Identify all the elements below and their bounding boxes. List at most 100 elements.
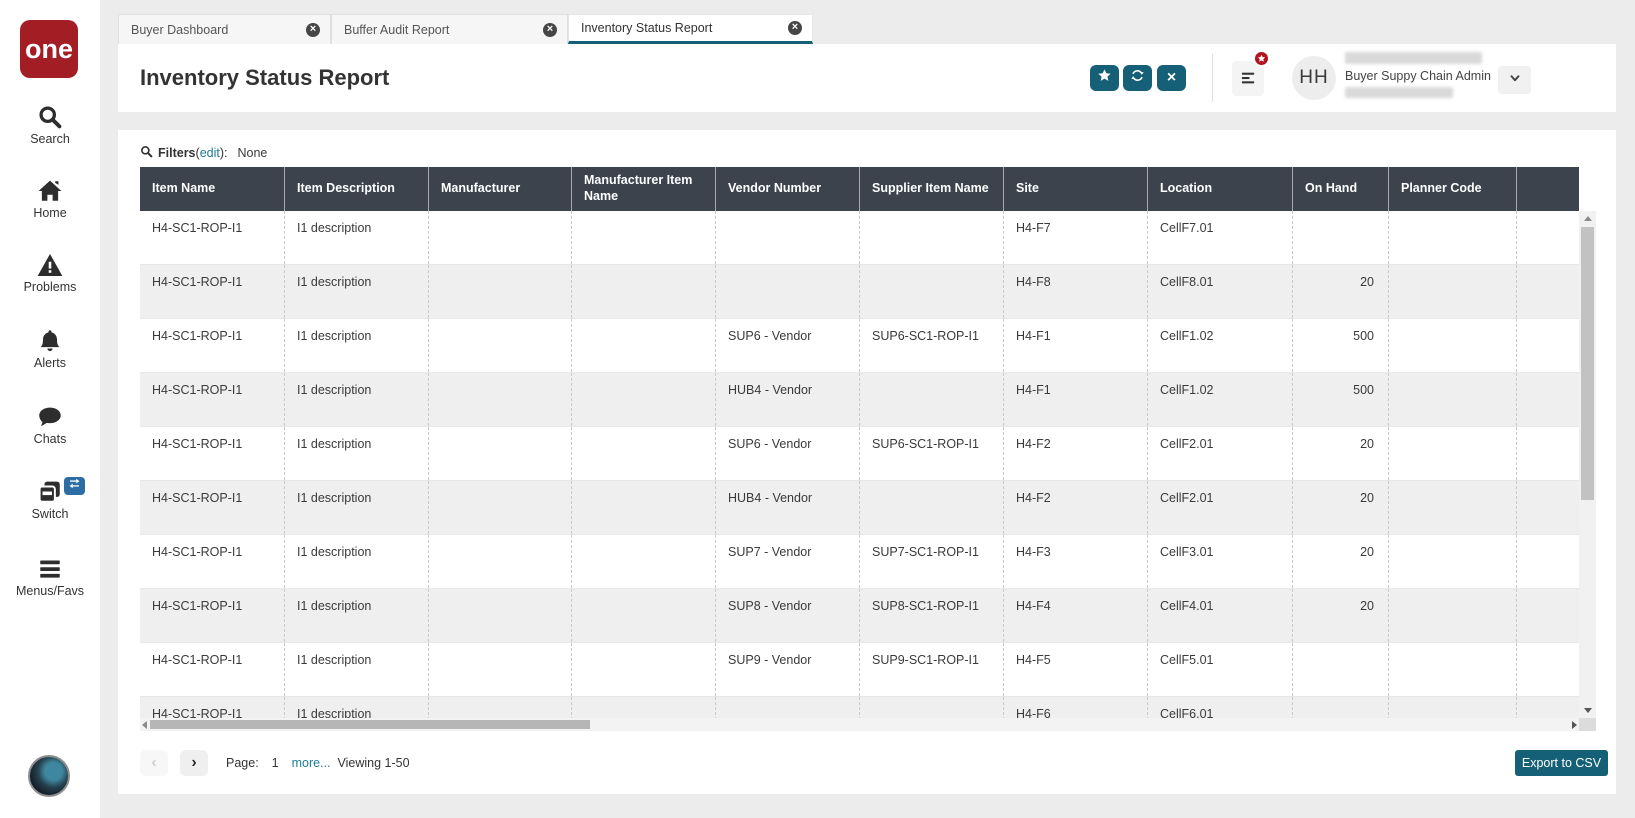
- hamburger-menu-icon: [0, 556, 100, 582]
- close-report-button[interactable]: ×: [1157, 65, 1186, 91]
- export-to-csv-button[interactable]: Export to CSV: [1515, 750, 1608, 776]
- sidebar-item-menus-favs[interactable]: Menus/Favs: [0, 556, 100, 598]
- table-cell: [1388, 643, 1516, 696]
- table-row[interactable]: H4-SC1-ROP-I1 I1 description H4-F6 CellF6.0…: [140, 697, 1579, 718]
- sidebar-item-label: Home: [33, 206, 67, 220]
- table-row[interactable]: H4-SC1-ROP-I1 I1 description SUP8 - Vendor…: [140, 589, 1579, 643]
- table-cell: [428, 265, 571, 318]
- notifications-menu-button[interactable]: [1232, 61, 1264, 96]
- table-cell: [571, 373, 715, 426]
- export-label: Export to CSV: [1521, 756, 1602, 770]
- tab-buffer-audit-report[interactable]: Buffer Audit Report ×: [331, 14, 568, 44]
- table-cell: CellF1.02: [1147, 319, 1292, 372]
- sidebar-item-home[interactable]: Home: [0, 178, 100, 220]
- table-cell: SUP6 - Vendor: [715, 427, 859, 480]
- table-row[interactable]: H4-SC1-ROP-I1 I1 description SUP6 - Vendor…: [140, 427, 1579, 481]
- table-cell: H4-SC1-ROP-I1: [152, 545, 243, 559]
- table-cell: [428, 643, 571, 696]
- table-row[interactable]: H4-SC1-ROP-I1 I1 description SUP9 - Vendor…: [140, 643, 1579, 697]
- page-label: Page:: [226, 756, 259, 770]
- tab-inventory-status-report[interactable]: Inventory Status Report ×: [568, 14, 813, 44]
- tab-label: Inventory Status Report: [581, 21, 713, 35]
- user-initials-avatar[interactable]: HH: [1292, 56, 1336, 100]
- table-cell: CellF1.02: [1147, 373, 1292, 426]
- table-cell: CellF3.01: [1147, 535, 1292, 588]
- table-row[interactable]: H4-SC1-ROP-I1 I1 description HUB4 - Vendor…: [140, 373, 1579, 427]
- column-header[interactable]: Location: [1147, 167, 1292, 211]
- tab-close-icon[interactable]: ×: [306, 22, 320, 37]
- sidebar-item-label: Problems: [23, 280, 77, 294]
- table-cell: [1388, 589, 1516, 642]
- table-row[interactable]: H4-SC1-ROP-I1 I1 description H4-F8 CellF8.0…: [140, 265, 1579, 319]
- vertical-scrollbar[interactable]: [1579, 211, 1596, 718]
- filters-edit-link[interactable]: edit: [199, 146, 220, 160]
- sidebar-item-alerts[interactable]: Alerts: [0, 328, 100, 370]
- scroll-down-arrow-icon[interactable]: [1584, 708, 1592, 713]
- table-cell: [715, 697, 859, 718]
- table-cell: 500: [1292, 373, 1388, 426]
- table-cell: H4-F1: [1003, 319, 1147, 372]
- scroll-left-arrow-icon[interactable]: [142, 721, 147, 729]
- table-cell: [1516, 535, 1579, 588]
- column-header[interactable]: [1516, 167, 1579, 211]
- column-header[interactable]: Vendor Number: [715, 167, 859, 211]
- column-header[interactable]: Supplier Item Name: [859, 167, 1003, 211]
- user-menu-dropdown[interactable]: [1498, 66, 1531, 94]
- report-panel: Filters (edit): None Item Name Item Descr…: [118, 130, 1616, 794]
- sidebar-item-label: Switch: [31, 507, 69, 521]
- column-header[interactable]: Item Description: [284, 167, 428, 211]
- table-cell: [571, 643, 715, 696]
- column-header[interactable]: On Hand: [1292, 167, 1388, 211]
- column-header[interactable]: Site: [1003, 167, 1147, 211]
- table-cell: [1292, 643, 1388, 696]
- notification-star-badge: [1253, 50, 1270, 67]
- table-cell: I1 description: [284, 481, 428, 534]
- tab-close-icon[interactable]: ×: [543, 22, 557, 37]
- table-cell: [1388, 373, 1516, 426]
- column-header[interactable]: Item Name: [152, 181, 216, 196]
- switch-transfer-badge[interactable]: [64, 477, 85, 495]
- sidebar-item-chats[interactable]: Chats: [0, 404, 100, 446]
- tab-close-icon[interactable]: ×: [788, 21, 802, 35]
- filters-label: Filters: [158, 146, 196, 160]
- table-cell: H4-F2: [1003, 481, 1147, 534]
- pagination-info: Page: 1 more... Viewing 1-50: [226, 750, 410, 776]
- column-header[interactable]: Planner Code: [1388, 167, 1516, 211]
- table-cell: [1388, 211, 1516, 264]
- one-network-logo[interactable]: one: [20, 20, 78, 78]
- scroll-right-arrow-icon[interactable]: [1572, 721, 1577, 729]
- previous-page-button[interactable]: ‹: [140, 750, 168, 776]
- table-row[interactable]: H4-SC1-ROP-I1 I1 description SUP7 - Vendor…: [140, 535, 1579, 589]
- table-row[interactable]: H4-SC1-ROP-I1 I1 description SUP6 - Vendor…: [140, 319, 1579, 373]
- next-page-button[interactable]: ›: [180, 750, 208, 776]
- table-cell: [571, 535, 715, 588]
- sidebar-user-avatar[interactable]: [28, 755, 70, 797]
- favorite-button[interactable]: [1090, 65, 1119, 91]
- more-pages-link[interactable]: more...: [291, 756, 331, 770]
- sidebar-item-search[interactable]: Search: [0, 104, 100, 146]
- sidebar-item-problems[interactable]: Problems: [0, 252, 100, 294]
- sidebar-item-switch[interactable]: Switch: [0, 479, 100, 521]
- chevron-down-icon: [1508, 71, 1522, 90]
- chat-bubble-icon: [0, 404, 100, 430]
- column-header[interactable]: Manufacturer: [428, 167, 571, 211]
- page-header: Inventory Status Report × HH Buyer Suppy…: [118, 44, 1616, 112]
- table-cell: 20: [1292, 427, 1388, 480]
- horizontal-scrollbar-thumb[interactable]: [150, 720, 590, 729]
- table-cell: [571, 589, 715, 642]
- table-cell: [1516, 481, 1579, 534]
- scroll-up-arrow-icon[interactable]: [1584, 216, 1592, 221]
- refresh-button[interactable]: [1123, 65, 1152, 91]
- table-cell: I1 description: [284, 643, 428, 696]
- open-tabs-bar: Buyer Dashboard × Buffer Audit Report × …: [118, 14, 813, 44]
- vertical-scrollbar-thumb[interactable]: [1581, 227, 1594, 500]
- tab-buyer-dashboard[interactable]: Buyer Dashboard ×: [118, 14, 331, 44]
- column-header[interactable]: Manufacturer Item Name: [571, 167, 715, 211]
- horizontal-scrollbar[interactable]: [140, 718, 1579, 731]
- table-cell: [715, 211, 859, 264]
- sidebar-item-label: Chats: [33, 432, 67, 446]
- table-row[interactable]: H4-SC1-ROP-I1 I1 description H4-F7 CellF7.0…: [140, 211, 1579, 265]
- search-icon: [0, 104, 100, 130]
- table-row[interactable]: H4-SC1-ROP-I1 I1 description HUB4 - Vendor…: [140, 481, 1579, 535]
- close-icon: ×: [1166, 69, 1177, 86]
